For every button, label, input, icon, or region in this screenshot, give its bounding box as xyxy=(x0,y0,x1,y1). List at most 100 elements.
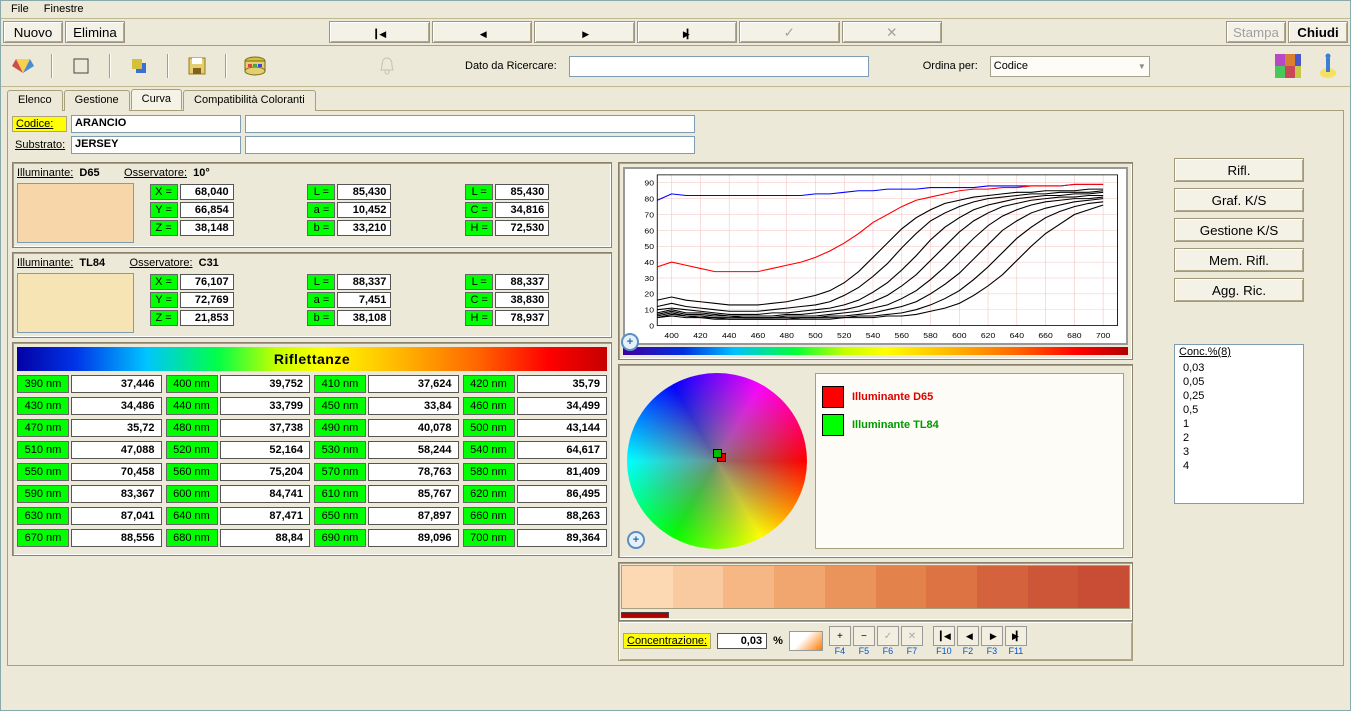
mem-rifl-button[interactable]: Mem. Rifl. xyxy=(1174,248,1304,272)
delete-button[interactable]: Elimina xyxy=(65,21,125,43)
clast-button[interactable]: ▶▎ xyxy=(1005,626,1027,646)
refl-value[interactable]: 64,617 xyxy=(517,441,608,459)
substrato-desc-input[interactable] xyxy=(245,136,695,154)
refl-value[interactable]: 87,897 xyxy=(368,507,459,525)
nav-prev-button[interactable]: ◀ xyxy=(432,21,533,43)
refl-value[interactable]: 43,144 xyxy=(517,419,608,437)
db-icon[interactable] xyxy=(241,52,269,80)
bell-icon[interactable] xyxy=(373,52,401,80)
conc-swatch[interactable] xyxy=(673,566,724,608)
conc-swatch[interactable] xyxy=(825,566,876,608)
conc-swatch[interactable] xyxy=(622,566,673,608)
refl-value[interactable]: 35,79 xyxy=(517,375,608,393)
conc-swatch[interactable] xyxy=(723,566,774,608)
refl-value[interactable]: 87,471 xyxy=(220,507,311,525)
refl-value[interactable]: 87,041 xyxy=(71,507,162,525)
menu-windows[interactable]: Finestre xyxy=(38,1,90,17)
refl-value[interactable]: 70,458 xyxy=(71,463,162,481)
tab-elenco[interactable]: Elenco xyxy=(7,90,63,111)
refl-value[interactable]: 39,752 xyxy=(220,375,311,393)
tab-compat[interactable]: Compatibilità Coloranti xyxy=(183,90,316,111)
order-select[interactable]: Codice ▼ xyxy=(990,56,1150,77)
refl-value[interactable]: 34,486 xyxy=(71,397,162,415)
refl-value[interactable]: 52,164 xyxy=(220,441,311,459)
confirm-icon: ✓ xyxy=(784,25,795,40)
refl-value[interactable]: 33,84 xyxy=(368,397,459,415)
refl-value[interactable]: 35,72 xyxy=(71,419,162,437)
graf-ks-button[interactable]: Graf. K/S xyxy=(1174,188,1304,212)
refl-value[interactable]: 40,078 xyxy=(368,419,459,437)
refl-value[interactable]: 37,738 xyxy=(220,419,311,437)
refl-value[interactable]: 84,741 xyxy=(220,485,311,503)
print-button[interactable]: Stampa xyxy=(1226,21,1286,43)
nav-next-button[interactable]: ▶ xyxy=(534,21,635,43)
refl-value[interactable]: 34,499 xyxy=(517,397,608,415)
cprev-button[interactable]: ◀ xyxy=(957,626,979,646)
palette-icon[interactable] xyxy=(9,52,37,80)
concentration-list[interactable]: Conc.%(8) 0,030,050,250,51234 xyxy=(1174,344,1304,504)
refl-value[interactable]: 89,096 xyxy=(368,529,459,547)
rifl-button[interactable]: Rifl. xyxy=(1174,158,1304,182)
nav-last-button[interactable]: ▶▎ xyxy=(637,21,738,43)
wheel-zoom-icon[interactable]: + xyxy=(627,531,645,549)
fkey-label: F7 xyxy=(901,646,923,656)
tab-curva[interactable]: Curva xyxy=(131,89,182,110)
conc-swatch[interactable] xyxy=(774,566,825,608)
agg-ric-button[interactable]: Agg. Ric. xyxy=(1174,278,1304,302)
conc-swatch[interactable] xyxy=(977,566,1028,608)
refl-value[interactable]: 88,84 xyxy=(220,529,311,547)
conc-list-item[interactable]: 1 xyxy=(1179,417,1299,431)
refl-value[interactable]: 78,763 xyxy=(368,463,459,481)
substrato-input[interactable]: JERSEY xyxy=(71,136,241,154)
conc-list-item[interactable]: 2 xyxy=(1179,431,1299,445)
conc-swatch[interactable] xyxy=(876,566,927,608)
conc-swatch[interactable] xyxy=(1078,566,1129,608)
swatches-icon[interactable] xyxy=(1274,52,1302,80)
refl-value[interactable]: 33,799 xyxy=(220,397,311,415)
plus-button[interactable]: + xyxy=(829,626,851,646)
conc-list-item[interactable]: 0,25 xyxy=(1179,389,1299,403)
gestione-ks-button[interactable]: Gestione K/S xyxy=(1174,218,1304,242)
cfirst-button[interactable]: ▎◀ xyxy=(933,626,955,646)
refl-value[interactable]: 37,624 xyxy=(368,375,459,393)
x-button[interactable]: ✕ xyxy=(901,626,923,646)
refl-value[interactable]: 85,767 xyxy=(368,485,459,503)
refl-value[interactable]: 37,446 xyxy=(71,375,162,393)
conc-list-item[interactable]: 3 xyxy=(1179,445,1299,459)
minus-button[interactable]: − xyxy=(853,626,875,646)
conc-list-item[interactable]: 4 xyxy=(1179,459,1299,473)
nav-first-button[interactable]: ▎◀ xyxy=(329,21,430,43)
refl-value[interactable]: 88,556 xyxy=(71,529,162,547)
tab-gestione[interactable]: Gestione xyxy=(64,90,130,111)
refl-value[interactable]: 89,364 xyxy=(517,529,608,547)
gradient-icon xyxy=(789,631,823,651)
conc-swatch[interactable] xyxy=(1028,566,1079,608)
refl-value[interactable]: 58,244 xyxy=(368,441,459,459)
conc-list-item[interactable]: 0,5 xyxy=(1179,403,1299,417)
refl-value[interactable]: 75,204 xyxy=(220,463,311,481)
confirm-button[interactable]: ✓ xyxy=(739,21,840,43)
conc-list-item[interactable]: 0,05 xyxy=(1179,375,1299,389)
codice-desc-input[interactable] xyxy=(245,115,695,133)
ok-button[interactable]: ✓ xyxy=(877,626,899,646)
layers-icon[interactable] xyxy=(125,52,153,80)
conc-list-item[interactable]: 0,03 xyxy=(1179,361,1299,375)
search-input[interactable] xyxy=(569,56,869,77)
legend-tl84-label: Illuminante TL84 xyxy=(852,419,939,431)
refl-value[interactable]: 86,495 xyxy=(517,485,608,503)
discard-button[interactable]: ✕ xyxy=(842,21,943,43)
save-icon[interactable] xyxy=(183,52,211,80)
close-button[interactable]: Chiudi xyxy=(1288,21,1348,43)
new-button[interactable]: Nuovo xyxy=(3,21,63,43)
info-icon[interactable] xyxy=(1314,52,1342,80)
menu-file[interactable]: File xyxy=(5,1,35,17)
refl-value[interactable]: 81,409 xyxy=(517,463,608,481)
conc-swatch[interactable] xyxy=(926,566,977,608)
chart-zoom-icon[interactable]: + xyxy=(621,333,639,351)
refl-value[interactable]: 88,263 xyxy=(517,507,608,525)
codice-input[interactable]: ARANCIO xyxy=(71,115,241,133)
refl-value[interactable]: 83,367 xyxy=(71,485,162,503)
refl-value[interactable]: 47,088 xyxy=(71,441,162,459)
box-icon[interactable] xyxy=(67,52,95,80)
cnext-button[interactable]: ▶ xyxy=(981,626,1003,646)
